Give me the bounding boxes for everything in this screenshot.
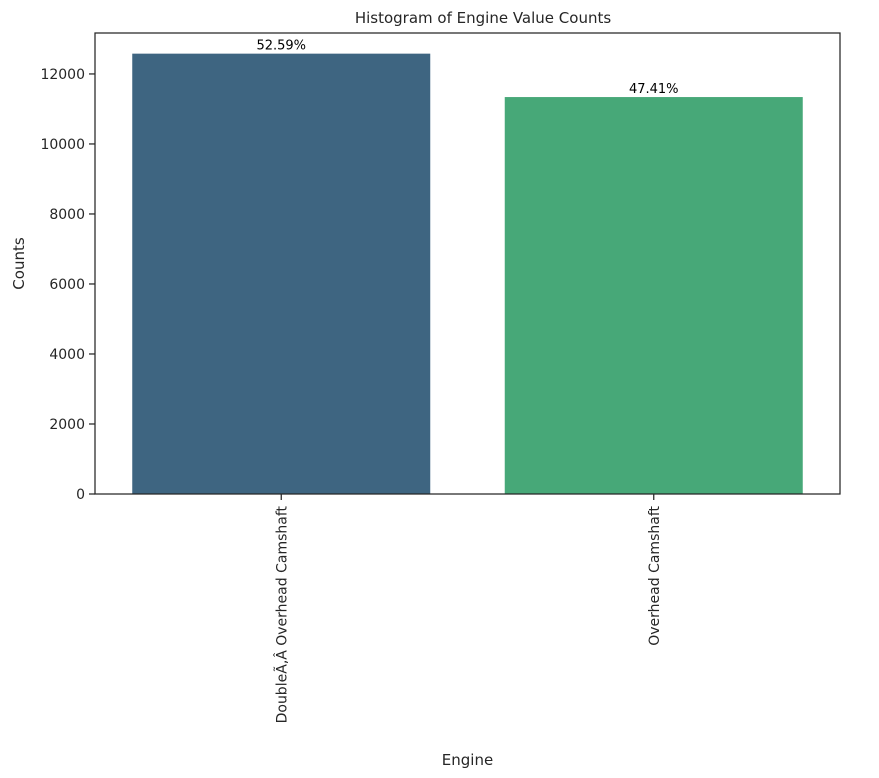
bar-percent-label: 47.41% <box>629 82 679 97</box>
bars-group <box>132 53 803 494</box>
y-tick-label: 12000 <box>40 67 85 83</box>
y-axis-label: Counts <box>10 237 28 290</box>
x-axis-label: Engine <box>442 751 493 769</box>
y-tick-label: 10000 <box>40 137 85 153</box>
y-tick-label: 4000 <box>49 347 85 363</box>
chart-title: Histogram of Engine Value Counts <box>355 9 611 27</box>
y-axis: 0 2000 4000 6000 8000 10000 12000 <box>40 67 95 503</box>
x-tick-label: DoubleÃ‚Â Overhead Camshaft <box>272 505 290 723</box>
y-tick-label: 8000 <box>49 207 85 223</box>
y-tick-label: 0 <box>76 487 85 503</box>
y-tick-label: 6000 <box>49 277 85 293</box>
bar <box>504 97 803 494</box>
bar <box>132 53 431 494</box>
data-labels: 52.59% 47.41% <box>256 39 678 97</box>
x-tick-label: Overhead Camshaft <box>647 505 663 645</box>
bar-percent-label: 52.59% <box>256 39 306 54</box>
plot-frame <box>94 32 841 495</box>
y-tick-label: 2000 <box>49 417 85 433</box>
x-axis: DoubleÃ‚Â Overhead Camshaft Overhead Cams… <box>272 494 663 723</box>
